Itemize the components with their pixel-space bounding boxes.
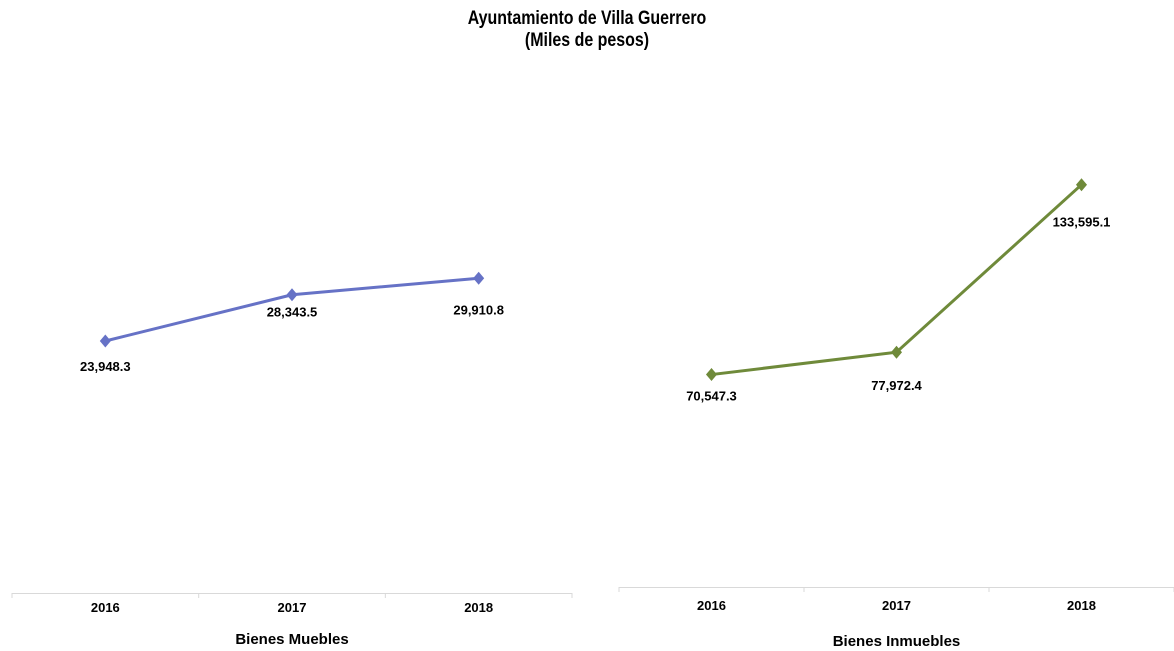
data-point-marker: [286, 288, 298, 302]
data-point-marker: [890, 345, 903, 359]
data-point-marker: [99, 334, 111, 348]
data-label: 23,948.3: [80, 359, 131, 374]
x-tick-label: 2017: [882, 598, 911, 613]
data-point-marker: [473, 271, 485, 285]
data-point-marker: [705, 368, 718, 382]
data-label: 28,343.5: [267, 305, 318, 320]
x-tick-label: 2018: [1067, 598, 1096, 613]
chart-panel-2: 2016 2017 2018 Bienes Inmuebles 70,547.3 77,9…: [618, 178, 1174, 650]
chart-panel-1: 2016 2017 2018 Bienes Muebles 23,948.3 28,343…: [11, 271, 573, 648]
x-tick-label: 2016: [91, 600, 120, 615]
data-point-marker: [1075, 178, 1088, 192]
x-tick-label: 2017: [278, 600, 307, 615]
data-label: 29,910.8: [453, 302, 504, 317]
x-tick-label: 2016: [697, 598, 726, 613]
chart-subtitle: (Miles de pesos): [524, 30, 650, 51]
x-axis-title: Bienes Muebles: [235, 631, 348, 648]
data-label: 70,547.3: [686, 389, 737, 404]
data-label: 77,972.4: [871, 378, 922, 393]
x-axis-title: Bienes Inmuebles: [833, 633, 961, 650]
data-label: 133,595.1: [1053, 215, 1111, 230]
chart-title: Ayuntamiento de Villa Guerrero: [467, 8, 707, 29]
x-tick-label: 2018: [464, 600, 493, 615]
